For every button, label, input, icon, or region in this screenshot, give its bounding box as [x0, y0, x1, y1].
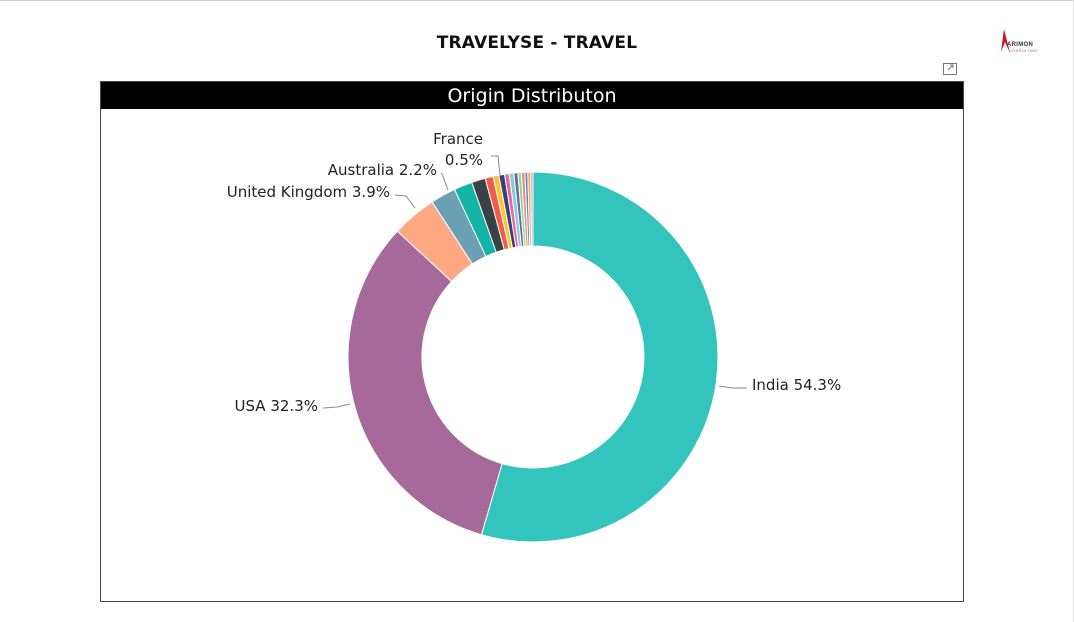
logo-mark	[1001, 29, 1010, 53]
slice-usa[interactable]	[347, 230, 503, 536]
data-label-usa: USA 32.3%	[235, 397, 318, 415]
data-label-australia: Australia 2.2%	[328, 161, 437, 179]
visual-header: Origin Distributon	[101, 82, 963, 109]
slice-other-16[interactable]	[530, 171, 534, 247]
data-label-india: India 54.3%	[752, 376, 841, 394]
data-label-france: France 0.5%	[433, 130, 483, 169]
origin-distribution-visual: Origin Distributon India 54.3% USA 32.3% U…	[100, 81, 964, 602]
slice-india[interactable]	[480, 171, 719, 543]
data-label-united-kingdom: United Kingdom 3.9%	[227, 183, 390, 201]
window-top-border	[0, 0, 1074, 1]
leader-line-united-kingdom	[394, 194, 416, 209]
leader-line-france	[491, 155, 501, 176]
logo-icon	[1001, 29, 1010, 53]
focus-mode-icon[interactable]	[943, 63, 957, 75]
logo-name: ARIMON	[1007, 42, 1034, 48]
report-title: TRAVELYSE - TRAVEL	[436, 33, 638, 53]
leader-line-india	[718, 385, 747, 389]
leader-line-australia	[440, 172, 449, 191]
leader-line-usa	[322, 403, 351, 409]
donut-chart: India 54.3% USA 32.3% United Kingdom 3.9% A…	[227, 130, 841, 543]
logo-tagline: CONSULTING	[1009, 48, 1038, 53]
